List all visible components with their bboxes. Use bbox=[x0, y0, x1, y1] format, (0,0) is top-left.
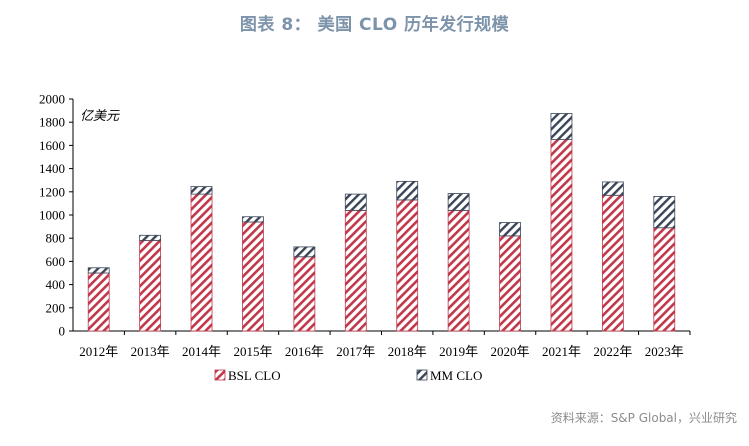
legend-item-bsl: BSL CLO bbox=[214, 368, 281, 383]
bar-mm-2012年 bbox=[87, 267, 110, 274]
y-tick-label: 600 bbox=[46, 254, 66, 269]
x-tick-label: 2015年 bbox=[233, 344, 272, 359]
y-tick-label: 400 bbox=[46, 277, 66, 292]
y-tick-label: 0 bbox=[59, 324, 66, 339]
legend-label: MM CLO bbox=[430, 368, 482, 383]
x-tick-label: 2018年 bbox=[388, 344, 427, 359]
bar-bsl-2016年 bbox=[293, 256, 316, 332]
axes: 0 200 400 600 800 1000 1200 1400 1600 1800 2000 201… bbox=[39, 92, 691, 359]
y-tick-label: 200 bbox=[46, 300, 66, 315]
x-tick-label: 2020年 bbox=[491, 344, 530, 359]
bar-mm-2023年 bbox=[653, 196, 676, 229]
bar-mm-2022年 bbox=[601, 181, 624, 196]
x-tick-label: 2022年 bbox=[593, 344, 632, 359]
bar-bsl-2021年 bbox=[550, 139, 573, 332]
x-tick-label: 2021年 bbox=[542, 344, 581, 359]
bar-mm-2016年 bbox=[293, 246, 316, 258]
y-tick-label: 1600 bbox=[39, 138, 65, 153]
legend-swatch bbox=[416, 369, 428, 381]
bars bbox=[87, 113, 676, 332]
bar-mm-2019年 bbox=[447, 193, 470, 211]
y-tick-label: 1800 bbox=[39, 115, 65, 130]
legend-swatch bbox=[214, 369, 226, 381]
bar-bsl-2013年 bbox=[139, 240, 162, 332]
legend: BSL CLO MM CLO bbox=[214, 368, 482, 383]
chart-title: 图表 8： 美国 CLO 历年发行规模 bbox=[239, 15, 510, 35]
x-tick-label: 2014年 bbox=[182, 344, 221, 359]
x-tick-label: 2013年 bbox=[131, 344, 170, 359]
bar-bsl-2012年 bbox=[87, 272, 110, 332]
bar-bsl-2017年 bbox=[344, 209, 367, 332]
bar-bsl-2023年 bbox=[653, 227, 676, 332]
x-tick-label: 2019年 bbox=[439, 344, 478, 359]
bar-bsl-2018年 bbox=[396, 199, 419, 332]
bar-mm-2017年 bbox=[344, 193, 367, 211]
y-unit-label: 亿美元 bbox=[80, 109, 120, 124]
bar-mm-2014年 bbox=[190, 186, 213, 195]
bar-bsl-2022年 bbox=[601, 194, 624, 332]
bar-bsl-2020年 bbox=[499, 235, 521, 332]
y-tick-label: 1400 bbox=[39, 161, 65, 176]
legend-item-mm: MM CLO bbox=[416, 368, 482, 383]
y-tick-label: 2000 bbox=[39, 92, 65, 107]
bar-mm-2021年 bbox=[550, 113, 573, 141]
bar-bsl-2014年 bbox=[190, 193, 213, 332]
legend-label: BSL CLO bbox=[228, 368, 281, 383]
bar-bsl-2019年 bbox=[447, 209, 470, 332]
x-tick-label: 2012年 bbox=[79, 344, 118, 359]
bar-mm-2018年 bbox=[396, 180, 419, 201]
bar-mm-2015年 bbox=[242, 216, 264, 223]
x-tick-label: 2016年 bbox=[285, 344, 324, 359]
y-tick-label: 1200 bbox=[39, 184, 65, 199]
x-tick-label: 2023年 bbox=[645, 344, 684, 359]
y-tick-label: 800 bbox=[46, 231, 66, 246]
bar-mm-2020年 bbox=[499, 222, 521, 237]
x-tick-label: 2017年 bbox=[336, 344, 375, 359]
bar-mm-2013年 bbox=[139, 234, 162, 241]
y-tick-label: 1000 bbox=[39, 208, 65, 223]
bar-bsl-2015年 bbox=[242, 221, 264, 332]
source-note: 资料来源：S&P Global，兴业研究 bbox=[550, 411, 737, 425]
